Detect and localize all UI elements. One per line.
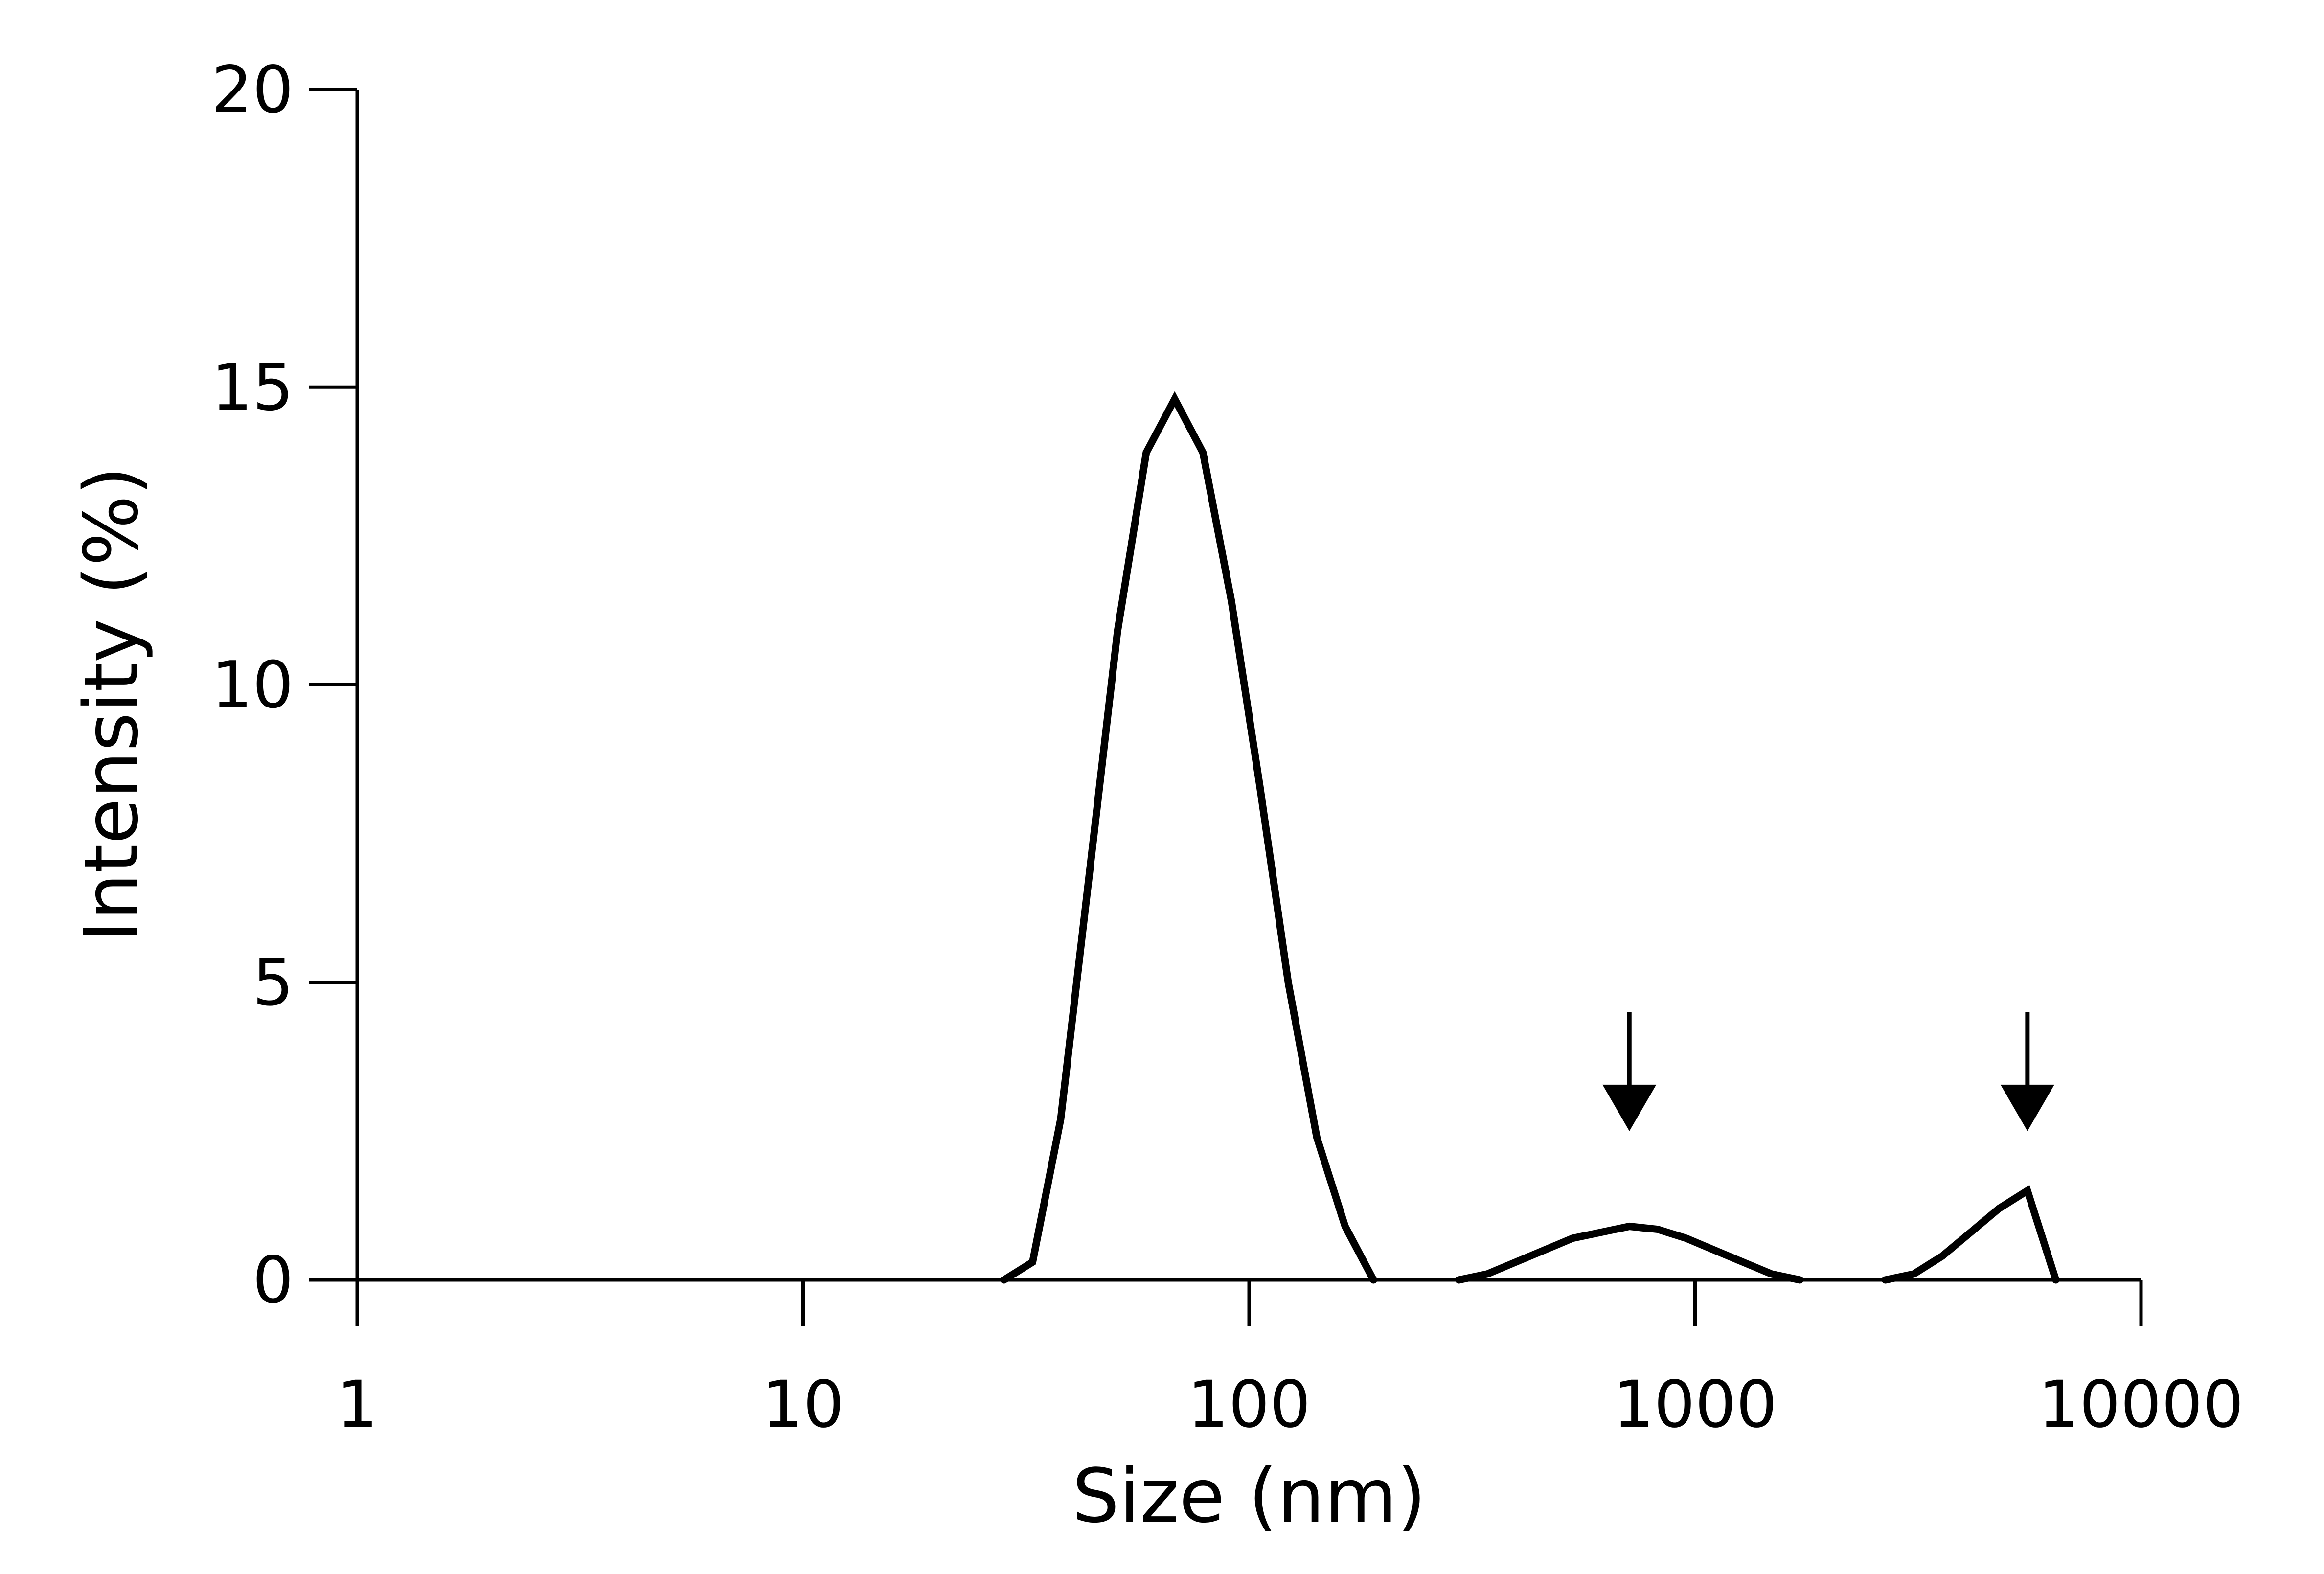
series-line-segment (1000, 391, 1377, 1284)
series-line-segment (1881, 1185, 2060, 1284)
y-tick-label: 15 (211, 350, 294, 425)
x-tick-label: 10 (762, 1367, 844, 1442)
x-tick-label: 1 (337, 1367, 378, 1442)
series-group (1000, 391, 2060, 1284)
x-tick-label: 10000 (2038, 1367, 2244, 1442)
y-tick-label: 5 (252, 945, 294, 1021)
y-tick-label: 10 (211, 648, 294, 723)
y-axis-title: Intensity (%) (68, 466, 155, 942)
series-line-segment (1455, 1222, 1804, 1284)
plot-area: 0 5 10 15 20 1 10 100 1000 10000 (211, 52, 2244, 1442)
x-axis-ticks: 1 10 100 1000 10000 (337, 1280, 2244, 1442)
y-tick-label: 20 (211, 52, 294, 128)
annotation-arrow-head (1602, 1084, 1657, 1131)
y-axis-ticks: 0 5 10 15 20 (211, 52, 357, 1318)
x-tick-label: 1000 (1613, 1367, 1777, 1442)
x-tick-label: 100 (1187, 1367, 1311, 1442)
annotation-arrow-head (2000, 1084, 2054, 1131)
annotations (1602, 1012, 2054, 1131)
y-tick-label: 0 (252, 1243, 294, 1318)
x-axis-title: Size (nm) (1072, 1453, 1426, 1539)
